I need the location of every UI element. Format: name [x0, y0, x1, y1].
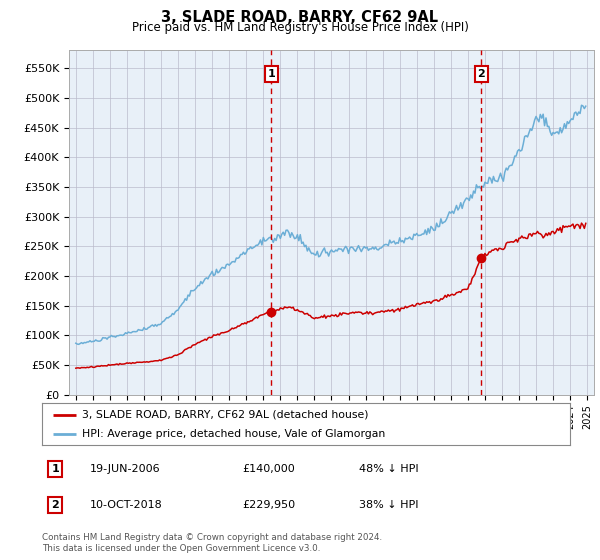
Text: 19-JUN-2006: 19-JUN-2006 [89, 464, 160, 474]
Text: 1: 1 [268, 69, 275, 79]
Text: 3, SLADE ROAD, BARRY, CF62 9AL (detached house): 3, SLADE ROAD, BARRY, CF62 9AL (detached… [82, 409, 368, 419]
Text: £229,950: £229,950 [242, 500, 296, 510]
Text: 38% ↓ HPI: 38% ↓ HPI [359, 500, 418, 510]
Text: 48% ↓ HPI: 48% ↓ HPI [359, 464, 418, 474]
Text: Contains HM Land Registry data © Crown copyright and database right 2024.
This d: Contains HM Land Registry data © Crown c… [42, 533, 382, 553]
Text: £140,000: £140,000 [242, 464, 295, 474]
Text: 1: 1 [52, 464, 59, 474]
Text: 2: 2 [477, 69, 485, 79]
Text: 2: 2 [52, 500, 59, 510]
Text: 3, SLADE ROAD, BARRY, CF62 9AL: 3, SLADE ROAD, BARRY, CF62 9AL [161, 10, 439, 25]
Text: HPI: Average price, detached house, Vale of Glamorgan: HPI: Average price, detached house, Vale… [82, 429, 385, 439]
Text: 10-OCT-2018: 10-OCT-2018 [89, 500, 162, 510]
Text: Price paid vs. HM Land Registry's House Price Index (HPI): Price paid vs. HM Land Registry's House … [131, 21, 469, 34]
